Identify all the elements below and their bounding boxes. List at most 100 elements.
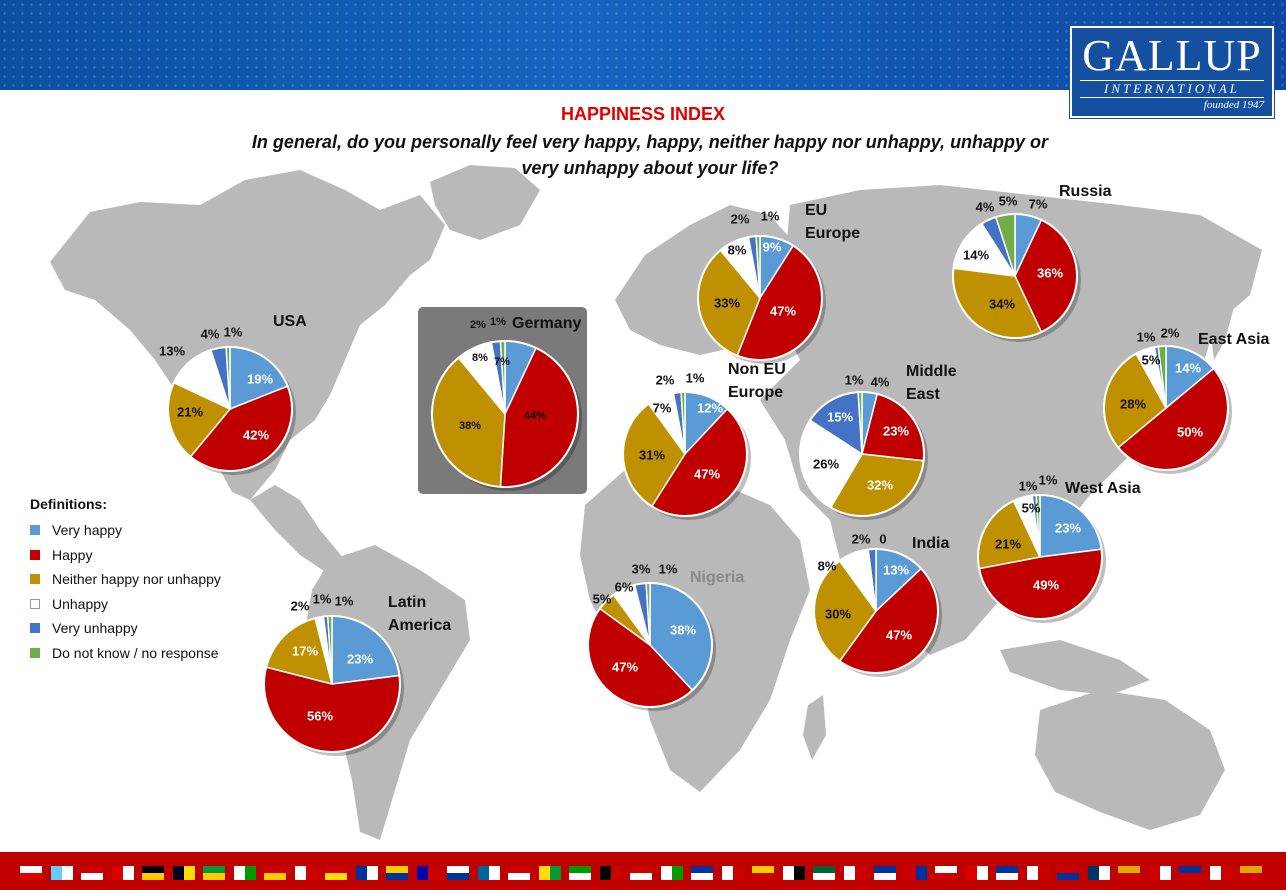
flag-icon [843,866,866,880]
region-label-nigeria: Nigeria [690,569,745,586]
pie-data-label: 21% [995,536,1021,551]
pie-data-label: 47% [886,627,912,642]
flag-icon [1026,866,1049,880]
pie-data-label: 23% [883,423,909,438]
pie-data-label: 5% [1142,352,1161,367]
region-label-west-asia: West Asia [1065,480,1141,497]
pie-data-label: 4% [871,374,890,389]
pie-data-label: 15% [827,409,853,424]
map-greenland [430,165,540,240]
legend-label: Do not know / no response [52,644,219,661]
flag-icon [630,866,652,880]
legend-item: Do not know / no response [30,641,221,666]
legend-swatch-very-happy [30,525,40,536]
pie-rim [977,494,1103,620]
flag-icon [172,866,195,880]
pie-rim [263,615,401,753]
flag-icon [447,866,469,880]
pie-charts: 19%42%21%13%4% 1%7%44%38%8%2% 1%9%47%33%8%… [159,193,1232,756]
pie-data-label: 8% [818,558,837,573]
flag-icon [1240,866,1262,880]
chart-title: HAPPINESS INDEX [560,104,726,124]
legend-label: Happy [52,546,93,563]
pie-data-label: 1% [224,324,243,339]
region-label-india: India [912,535,950,552]
pie-data-label: 3% [632,561,651,576]
legend-item: Neither happy nor unhappy [30,567,221,592]
flag-icon [233,866,256,880]
flag-icon [264,866,286,880]
pie-data-label: 50% [1177,424,1203,439]
pie-data-label: 4% [976,199,995,214]
pie-data-label: 1% [1019,478,1038,493]
flag-icon [538,866,561,880]
pie-data-label: 14% [963,247,989,262]
pie-data-label: 4% [201,326,220,341]
pie-west-asia: 23% 49% 21% 5% 1% 1% [977,472,1106,623]
pie-data-label: 7% [494,356,510,368]
region-label-non-eu-europe: Non EU Europe [728,361,786,401]
region-label-eu-europe: EU Europe [805,202,861,242]
flag-icon [325,866,347,880]
flag-icon [142,866,164,880]
legend-label: Very happy [52,522,123,539]
flag-icon [752,866,774,880]
logo-subtitle: INTERNATIONAL [1080,80,1264,98]
pie-data-label: 34% [989,296,1015,311]
legend-item: Very unhappy [30,616,221,641]
flag-icon [569,866,591,880]
flag-icon [81,866,103,880]
flag-icon [813,866,835,880]
pie-data-label: 14% [1175,360,1201,375]
pie-data-label: 26% [813,456,839,471]
pie-east-asia: 14% 50% 28% 5% 1% 2% [1103,325,1232,474]
pie-data-label: 2% [291,598,310,613]
pie-data-label: 5% [999,193,1018,208]
flag-icon [660,866,683,880]
legend-item: Unhappy [30,592,221,617]
map-central-america [250,485,345,575]
pie-germany: 7% 44% 38% 8% 2% 1% [431,316,582,491]
pie-latin-america: 23%56%17%2% 1% 1% [263,591,404,756]
pie-rim [1103,345,1229,471]
flag-icon [416,866,439,880]
pie-data-label: 47% [612,659,638,674]
pie-data-label: 1% [659,561,678,576]
legend-item: Very happy [30,518,221,543]
pie-data-label: 42% [243,427,269,442]
legend-swatch-no-response [30,647,40,658]
map-madagascar [803,695,826,760]
pie-rim [587,582,713,708]
pie-data-label: 44% [524,410,546,422]
pie-data-label: 31% [639,447,665,462]
pie-data-label: 56% [307,708,333,723]
pie-usa: 19% 42% 21% 13% 4% 1% [159,324,296,475]
pie-data-label: 6% [615,579,634,594]
legend-label: Very unhappy [52,620,138,637]
pie-data-label: 36% [1037,265,1063,280]
flag-icon [508,866,530,880]
pie-data-label: 13% [883,562,909,577]
pie-non-eu-europe: 12% 47% 31% 7% 2% 1% [622,370,751,520]
flag-icon [1057,866,1079,880]
pie-data-label: 1% [490,316,506,328]
pie-data-label: 38% [459,420,481,432]
legend-item: Happy [30,543,221,568]
pie-russia: 7% 36% 34% 14% 4% 5% [952,193,1081,342]
flag-icon [874,866,896,880]
flag-icon [599,866,622,880]
flag-icon [294,866,317,880]
pie-data-label: 21% [177,404,203,419]
pie-data-label: 1% [1039,472,1058,487]
flag-icon [111,866,134,880]
legend-title: Definitions: [30,496,107,512]
pie-rim [431,340,579,488]
flag-icon [1148,866,1171,880]
map-asia [760,185,1262,655]
pie-data-label: 2% [731,211,750,226]
region-label-usa: USA [273,313,307,330]
pie-data-label: 1% [1137,329,1156,344]
region-label-middle-east: Middle East [906,363,957,403]
pie-data-label: 12% [697,400,723,415]
pie-data-label: 2% [1161,325,1180,340]
